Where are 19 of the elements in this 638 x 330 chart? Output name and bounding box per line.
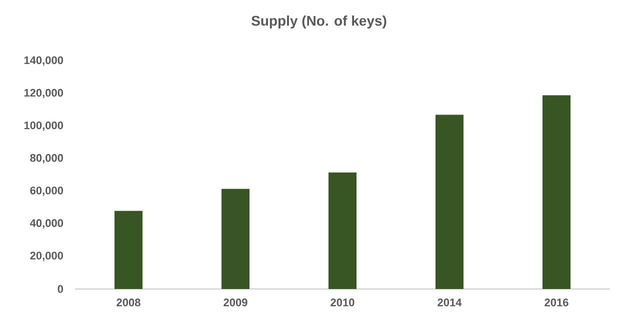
y-tick-label: 40,000 [30,219,64,229]
bar [436,114,464,289]
y-tick-label: 140,000 [24,56,64,66]
y-tick-label: 20,000 [30,252,64,262]
bar [328,172,356,289]
y-tick-label: 120,000 [24,88,64,98]
y-tick-label: 100,000 [24,121,64,131]
bar [542,95,570,289]
chart-title: Supply (No. of keys) [251,15,386,29]
y-tick-label: 80,000 [30,154,64,164]
x-tick-label: 2016 [544,298,568,306]
x-tick-label: 2009 [224,298,248,306]
x-tick-label: 2008 [116,298,140,306]
y-tick-label: 60,000 [30,186,64,196]
x-tick-label: 2010 [330,298,354,306]
bar [222,188,250,289]
x-tick-label: 2014 [438,298,462,306]
bar [114,210,142,289]
y-tick-label: 0 [58,285,64,293]
